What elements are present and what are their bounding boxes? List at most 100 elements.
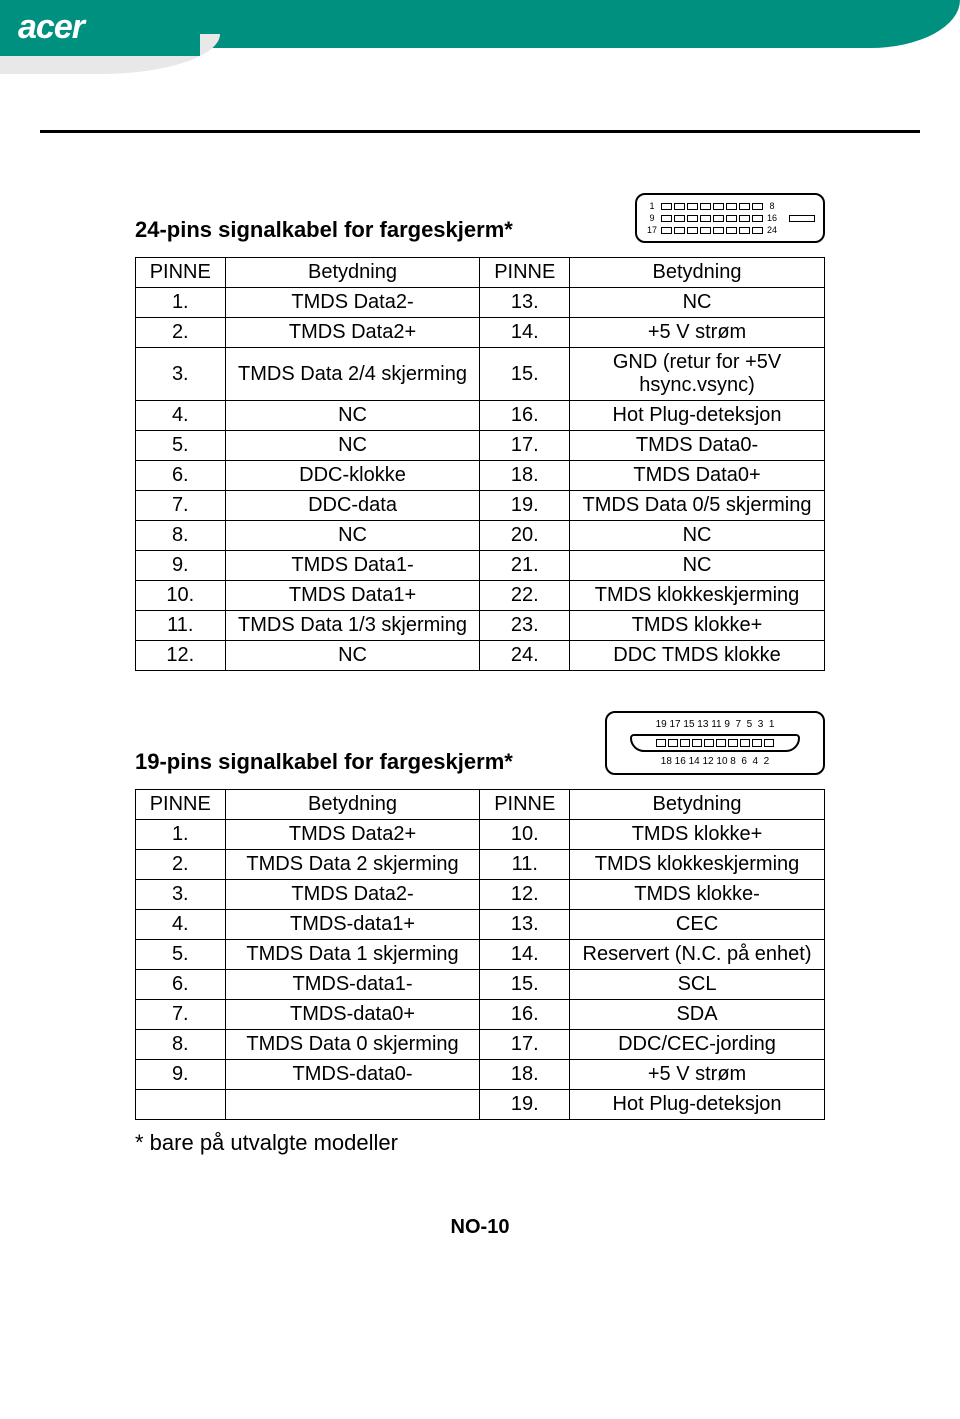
table-cell: 10. [480, 820, 570, 850]
table-cell: TMDS Data2- [225, 288, 480, 318]
th-betydning-2: Betydning [570, 258, 825, 288]
table-cell: NC [225, 401, 480, 431]
table-cell: 6. [136, 461, 226, 491]
table-cell: DDC/CEC-jording [570, 1030, 825, 1060]
th-pinne-1: PINNE [136, 258, 226, 288]
table-cell: 20. [480, 521, 570, 551]
hdmi-bot-labels: 18 16 14 12 10 8 6 4 2 [615, 756, 815, 767]
table-cell: 18. [480, 461, 570, 491]
table-row: 19.Hot Plug-deteksjon [136, 1090, 825, 1120]
table-row: 8.TMDS Data 0 skjerming17.DDC/CEC-jordin… [136, 1030, 825, 1060]
table-cell: TMDS Data 2 skjerming [225, 850, 480, 880]
th-betydning-1: Betydning [225, 258, 480, 288]
table-cell: TMDS Data0- [570, 431, 825, 461]
table-row: 11.TMDS Data 1/3 skjerming23.TMDS klokke… [136, 611, 825, 641]
table-row: 6.DDC-klokke18.TMDS Data0+ [136, 461, 825, 491]
table-cell: 2. [136, 850, 226, 880]
table-cell: 3. [136, 348, 226, 401]
table-cell: TMDS Data 0 skjerming [225, 1030, 480, 1060]
table-cell: 21. [480, 551, 570, 581]
table-cell: TMDS Data1- [225, 551, 480, 581]
table-cell: 14. [480, 940, 570, 970]
table-row: 7.DDC-data19.TMDS Data 0/5 skjerming [136, 491, 825, 521]
th2-betydning-1: Betydning [225, 790, 480, 820]
table-row: 1.TMDS Data2+10.TMDS klokke+ [136, 820, 825, 850]
table-row: 12.NC24.DDC TMDS klokke [136, 641, 825, 671]
table-cell: TMDS-data1- [225, 970, 480, 1000]
table-cell: Hot Plug-deteksjon [570, 401, 825, 431]
table-cell: TMDS-data0- [225, 1060, 480, 1090]
table-cell: 5. [136, 940, 226, 970]
dvi-label-8: 8 [765, 201, 779, 211]
th-pinne-2: PINNE [480, 258, 570, 288]
table-row: 2.TMDS Data 2 skjerming11.TMDS klokkeskj… [136, 850, 825, 880]
page-number: NO-10 [135, 1216, 825, 1239]
table-row: 3.TMDS Data 2/4 skjerming15.GND (retur f… [136, 348, 825, 401]
table-cell: 5. [136, 431, 226, 461]
table-row: 2.TMDS Data2+14.+5 V strøm [136, 318, 825, 348]
table-cell: NC [570, 551, 825, 581]
table-cell: TMDS Data 2/4 skjerming [225, 348, 480, 401]
table-cell: 16. [480, 1000, 570, 1030]
table-cell: 22. [480, 581, 570, 611]
dvi-label-16: 16 [765, 213, 779, 223]
table-cell: 7. [136, 1000, 226, 1030]
section1-title: 24-pins signalkabel for fargeskjerm* [135, 217, 513, 243]
table-row: 1.TMDS Data2-13.NC [136, 288, 825, 318]
th2-pinne-2: PINNE [480, 790, 570, 820]
header-bar: acer [0, 0, 960, 90]
table-cell: TMDS Data 0/5 skjerming [570, 491, 825, 521]
table-cell: TMDS Data2+ [225, 820, 480, 850]
table-row: 8.NC20.NC [136, 521, 825, 551]
table-row: 9.TMDS Data1-21.NC [136, 551, 825, 581]
table-row: 9.TMDS-data0-18.+5 V strøm [136, 1060, 825, 1090]
table-cell: TMDS klokkeskjerming [570, 850, 825, 880]
table-cell: TMDS klokkeskjerming [570, 581, 825, 611]
table-cell: 14. [480, 318, 570, 348]
table-cell: TMDS klokke+ [570, 820, 825, 850]
table-row: 4.TMDS-data1+13.CEC [136, 910, 825, 940]
table-cell: 9. [136, 1060, 226, 1090]
hdmi-top-labels: 19 17 15 13 11 9 7 5 3 1 [615, 719, 815, 730]
table-row: 7.TMDS-data0+16.SDA [136, 1000, 825, 1030]
table-cell: CEC [570, 910, 825, 940]
table-cell: 13. [480, 288, 570, 318]
dvi-connector-diagram: 1 8 9 16 17 24 [635, 193, 825, 243]
hdmi-connector-diagram: 19 17 15 13 11 9 7 5 3 1 18 16 14 12 10 … [605, 711, 825, 775]
table-row: 5.NC17.TMDS Data0- [136, 431, 825, 461]
table-cell: 11. [136, 611, 226, 641]
table-cell: SCL [570, 970, 825, 1000]
table-cell: DDC TMDS klokke [570, 641, 825, 671]
table-cell: TMDS Data2- [225, 880, 480, 910]
table-cell: Hot Plug-deteksjon [570, 1090, 825, 1120]
dvi-label-1: 1 [645, 201, 659, 211]
section2-header-row: 19-pins signalkabel for fargeskjerm* 19 … [135, 711, 825, 775]
table-24pin: PINNE Betydning PINNE Betydning 1.TMDS D… [135, 257, 825, 671]
dvi-blade [789, 215, 815, 222]
table-cell: 7. [136, 491, 226, 521]
section1-header-row: 24-pins signalkabel for fargeskjerm* 1 8… [135, 193, 825, 243]
acer-logo: acer [18, 8, 84, 47]
table-cell: TMDS Data2+ [225, 318, 480, 348]
table-cell: 4. [136, 401, 226, 431]
table-cell: TMDS-data0+ [225, 1000, 480, 1030]
table-cell: TMDS klokke+ [570, 611, 825, 641]
table-cell: 6. [136, 970, 226, 1000]
table-cell: 24. [480, 641, 570, 671]
table-cell: 19. [480, 1090, 570, 1120]
table-cell: 17. [480, 431, 570, 461]
table-cell: 12. [136, 641, 226, 671]
table-cell: 8. [136, 521, 226, 551]
table-cell: 4. [136, 910, 226, 940]
table-cell: TMDS Data0+ [570, 461, 825, 491]
table-19pin: PINNE Betydning PINNE Betydning 1.TMDS D… [135, 789, 825, 1120]
table-row: 3.TMDS Data2-12.TMDS klokke- [136, 880, 825, 910]
table-cell: 1. [136, 820, 226, 850]
table-row: 5.TMDS Data 1 skjerming14.Reservert (N.C… [136, 940, 825, 970]
table-cell: 12. [480, 880, 570, 910]
dvi-label-24: 24 [765, 225, 779, 235]
table-cell: 16. [480, 401, 570, 431]
table-cell: 13. [480, 910, 570, 940]
page-content: 24-pins signalkabel for fargeskjerm* 1 8… [40, 130, 920, 1279]
table-cell: TMDS Data 1 skjerming [225, 940, 480, 970]
